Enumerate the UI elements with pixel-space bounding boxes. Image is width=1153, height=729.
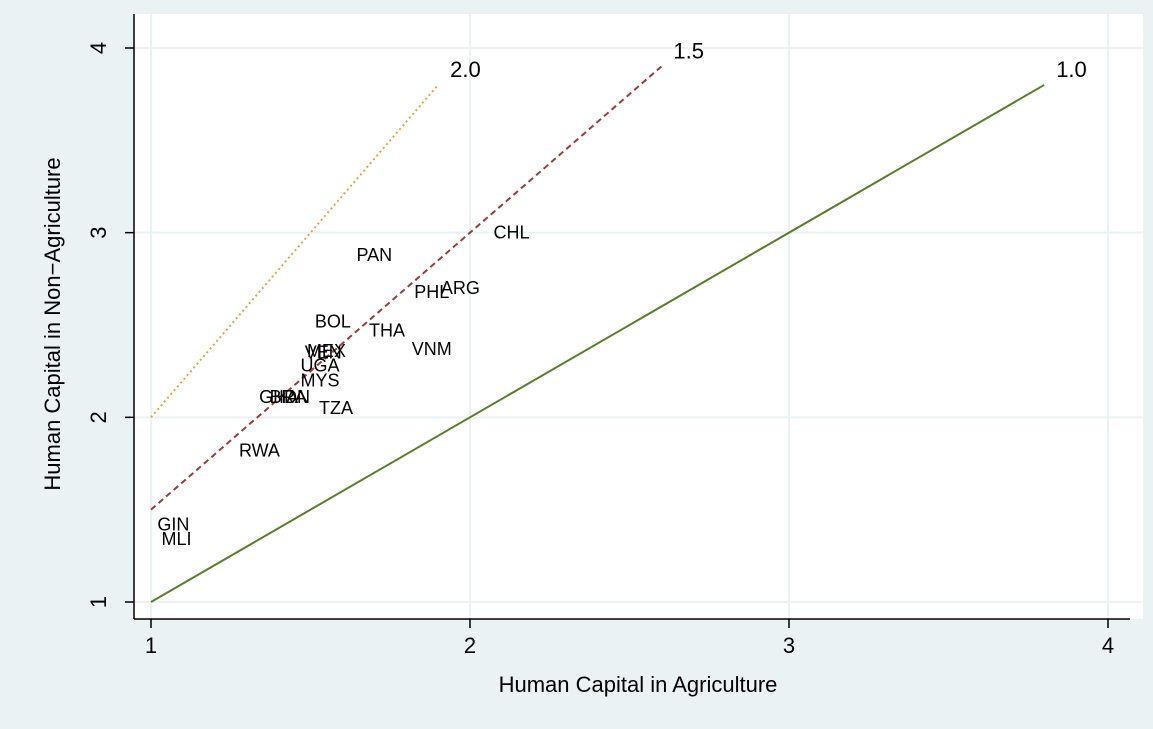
data-point-arg: ARG [441,278,480,298]
reference-line-label: 2.0 [450,57,481,82]
x-tick-label: 4 [1102,633,1114,658]
data-point-chl: CHL [493,223,529,243]
data-point-bra: BRA [270,387,307,407]
axes: 1 2 3 4 1 2 3 4 [86,14,1130,658]
data-point-mex: MEX [307,341,346,361]
data-point-vnm: VNM [412,339,452,359]
reference-line-1-0 [150,84,1045,603]
data-point-gin: GIN [157,514,189,534]
reference-line-2-0 [150,84,439,418]
data-point-idn: IDN [279,387,310,407]
data-point-mys: MYS [301,370,340,390]
data-point-mli: MLI [162,529,192,549]
reference-line-label: 1.5 [673,38,704,63]
y-tick-label: 2 [86,411,111,423]
data-point-ven: VEN [305,343,342,363]
data-point-rwa: RWA [239,441,280,461]
reference-line-label: 1.0 [1056,57,1087,82]
data-point-pan: PAN [356,245,392,265]
x-tick-label: 2 [464,633,476,658]
y-axis-title: Human Capital in Non−Agriculture [40,157,65,490]
data-point-bol: BOL [315,311,351,331]
data-point-tza: TZA [319,398,353,418]
data-point-gha: GHA [259,387,298,407]
y-tick-label: 1 [86,596,111,608]
y-tick-label: 4 [86,42,111,54]
reference-line-1-5 [150,65,663,511]
data-point-uga: UGA [301,356,340,376]
gridlines [134,14,1143,619]
x-tick-label: 3 [783,633,795,658]
x-axis-title: Human Capital in Agriculture [499,672,778,697]
reference-lines: 1.0 1.5 2.0 [150,38,1087,603]
y-tick-label: 3 [86,227,111,239]
data-point-tha: THA [369,321,405,341]
data-point-phl: PHL [414,282,449,302]
plot-area [134,14,1143,619]
x-tick-label: 1 [145,633,157,658]
